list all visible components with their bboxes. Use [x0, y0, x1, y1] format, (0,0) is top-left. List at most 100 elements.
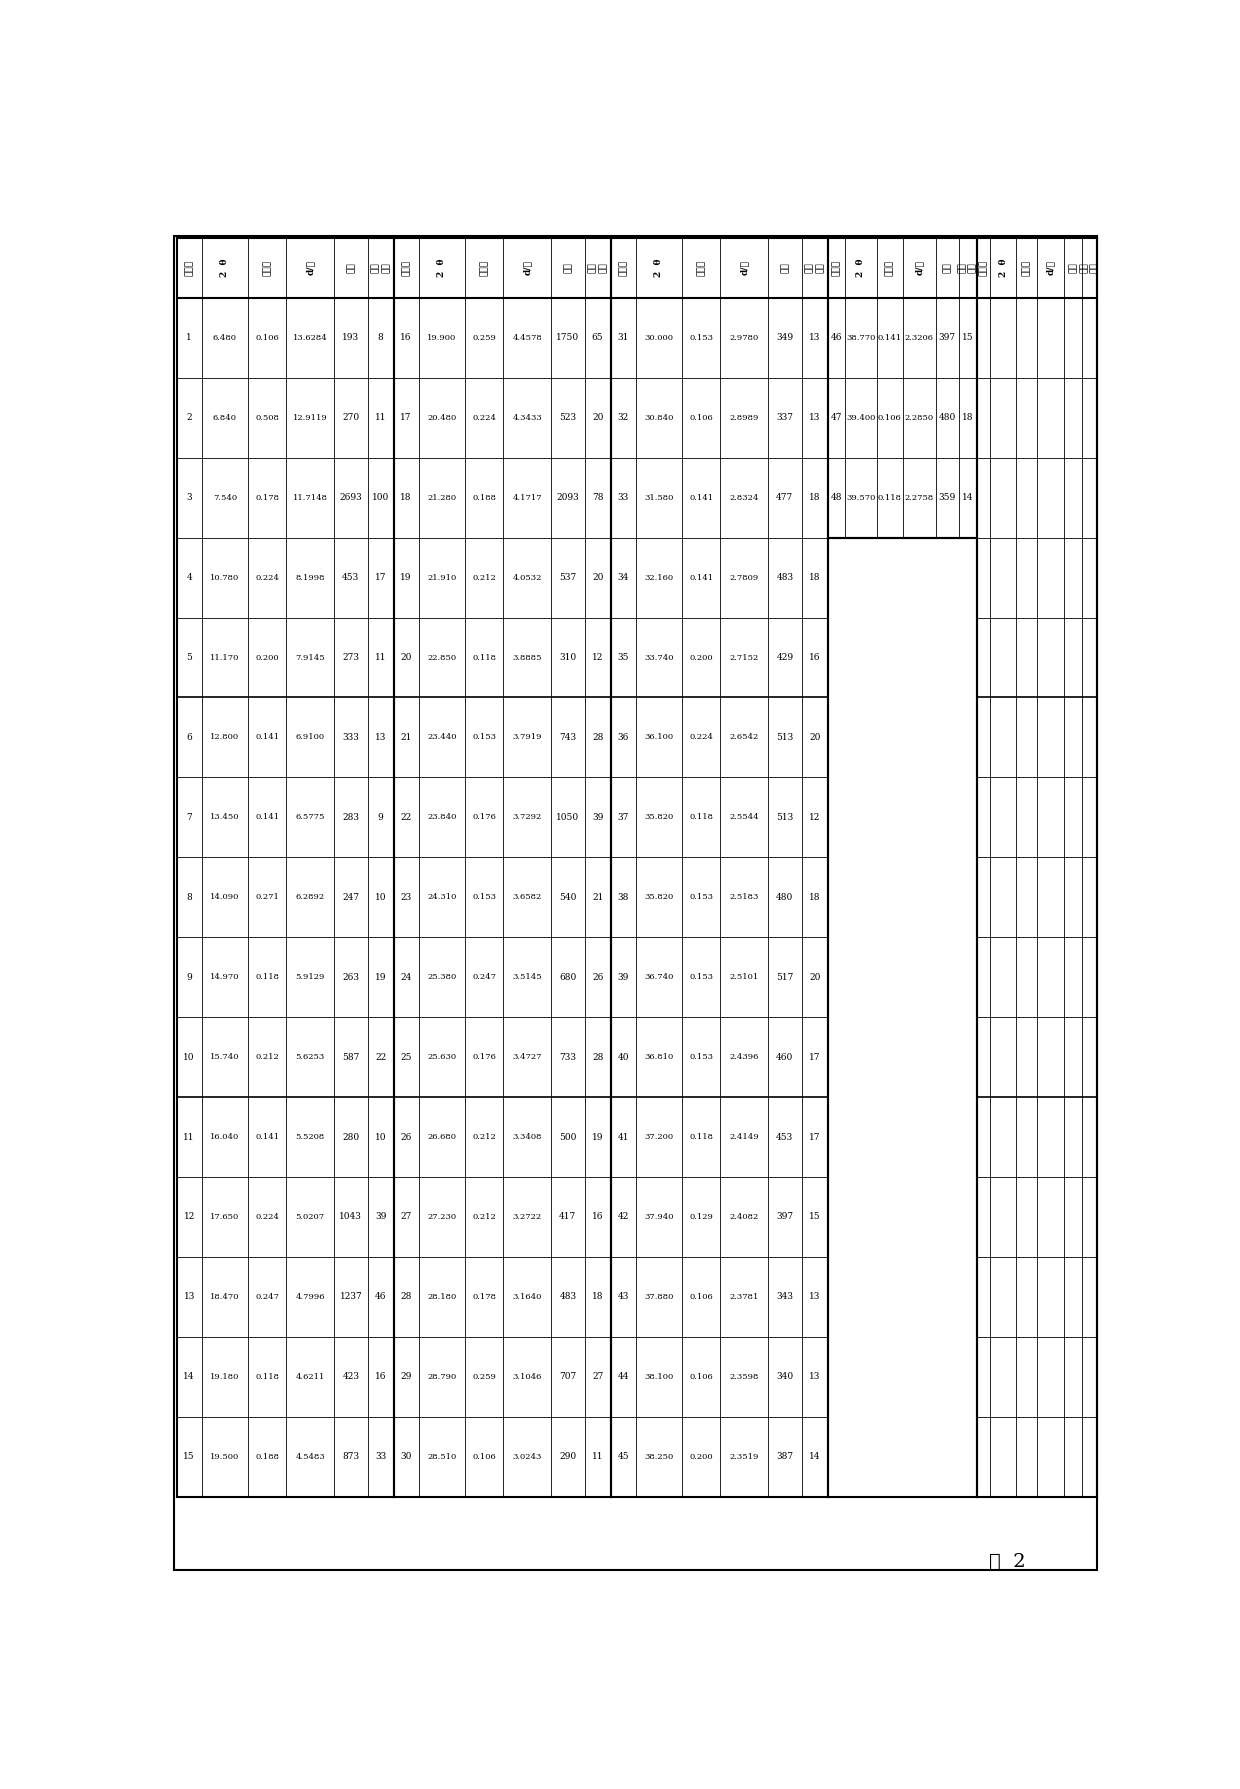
Text: 6: 6 [186, 733, 192, 742]
Text: 7: 7 [186, 812, 192, 821]
Text: 480: 480 [939, 413, 956, 422]
Text: 半宽度: 半宽度 [480, 259, 489, 276]
Text: 0.118: 0.118 [472, 653, 496, 662]
Text: 1750: 1750 [557, 333, 579, 342]
Text: 0.212: 0.212 [472, 1132, 496, 1141]
Text: 2093: 2093 [557, 494, 579, 503]
Text: 3.1046: 3.1046 [512, 1372, 542, 1381]
Text: 0.106: 0.106 [878, 413, 901, 422]
Text: 9: 9 [186, 973, 192, 982]
Text: 359: 359 [939, 494, 956, 503]
Text: 38.100: 38.100 [645, 1372, 673, 1381]
Text: 23: 23 [401, 893, 412, 902]
Text: 18: 18 [962, 413, 973, 422]
Text: 11: 11 [374, 653, 387, 662]
Text: 32: 32 [618, 413, 629, 422]
Text: 247: 247 [342, 893, 360, 902]
Text: d/值: d/值 [305, 261, 315, 276]
Text: 30: 30 [401, 1453, 412, 1462]
Text: 0.153: 0.153 [689, 973, 713, 980]
Text: 2.9780: 2.9780 [729, 335, 759, 342]
Text: 7.9145: 7.9145 [295, 653, 325, 662]
Text: 0.508: 0.508 [255, 413, 279, 422]
Text: 0.129: 0.129 [689, 1213, 713, 1220]
Text: 273: 273 [342, 653, 360, 662]
Text: 0.176: 0.176 [472, 1054, 496, 1061]
Text: 17: 17 [374, 572, 387, 581]
Text: 1: 1 [186, 333, 192, 342]
Text: 12.800: 12.800 [211, 733, 239, 741]
Text: d/值: d/值 [522, 261, 532, 276]
Text: 21.910: 21.910 [428, 574, 456, 581]
Text: 540: 540 [559, 893, 577, 902]
Text: 2: 2 [186, 413, 192, 422]
Text: 19.900: 19.900 [428, 335, 456, 342]
Text: d/值: d/值 [915, 261, 924, 276]
Text: 25.380: 25.380 [428, 973, 456, 980]
Text: 0.178: 0.178 [472, 1293, 496, 1301]
Text: 25.630: 25.630 [428, 1054, 456, 1061]
Text: 29: 29 [401, 1372, 412, 1381]
Text: 20: 20 [808, 733, 821, 742]
Text: 28: 28 [591, 733, 604, 742]
Text: 20.480: 20.480 [428, 413, 456, 422]
Text: 26.680: 26.680 [428, 1132, 456, 1141]
Text: 20: 20 [401, 653, 412, 662]
Text: 0.247: 0.247 [472, 973, 496, 980]
Text: 峰序号: 峰序号 [978, 259, 988, 276]
Text: 0.106: 0.106 [255, 335, 279, 342]
Text: 8: 8 [378, 333, 383, 342]
Text: 39.400: 39.400 [846, 413, 875, 422]
Text: 290: 290 [559, 1453, 577, 1462]
Text: 峰序号: 峰序号 [832, 259, 841, 276]
Text: 半宽度: 半宽度 [697, 259, 706, 276]
Text: 460: 460 [776, 1052, 794, 1061]
Text: 477: 477 [776, 494, 794, 503]
Text: 48: 48 [831, 494, 842, 503]
Text: 图  2: 图 2 [990, 1553, 1025, 1571]
Text: 33: 33 [618, 494, 629, 503]
Text: 18.470: 18.470 [211, 1293, 239, 1301]
Text: 16: 16 [808, 653, 821, 662]
Text: 36.810: 36.810 [645, 1054, 673, 1061]
Text: 0.200: 0.200 [689, 1453, 713, 1462]
Text: 28: 28 [591, 1052, 604, 1061]
Text: 2.5101: 2.5101 [729, 973, 759, 980]
Text: 19: 19 [374, 973, 387, 982]
Text: 33.740: 33.740 [645, 653, 673, 662]
Text: 8.1998: 8.1998 [295, 574, 325, 581]
Text: 0.106: 0.106 [689, 413, 713, 422]
Text: 3.8885: 3.8885 [512, 653, 542, 662]
Text: 6.2892: 6.2892 [295, 893, 325, 902]
Text: 13: 13 [808, 1292, 821, 1301]
Text: 27: 27 [401, 1213, 412, 1222]
Text: 483: 483 [559, 1292, 577, 1301]
Text: 37: 37 [618, 812, 629, 821]
Text: 2.2850: 2.2850 [905, 413, 934, 422]
Text: 2.4082: 2.4082 [729, 1213, 759, 1220]
Text: 峰序号: 峰序号 [619, 259, 627, 276]
Text: 18: 18 [401, 494, 412, 503]
Text: 193: 193 [342, 333, 360, 342]
Text: 10.780: 10.780 [211, 574, 239, 581]
Text: 263: 263 [342, 973, 360, 982]
Text: 3.7292: 3.7292 [512, 814, 542, 821]
Text: 19: 19 [591, 1132, 604, 1141]
Text: 2  θ: 2 θ [857, 259, 866, 277]
Text: 2.3598: 2.3598 [729, 1372, 759, 1381]
Text: 3.0243: 3.0243 [512, 1453, 542, 1462]
Text: 483: 483 [776, 572, 794, 581]
Text: 0.141: 0.141 [878, 335, 901, 342]
Text: 41: 41 [618, 1132, 629, 1141]
Text: 25: 25 [401, 1052, 412, 1061]
Text: 35.820: 35.820 [645, 893, 673, 902]
Text: 733: 733 [559, 1052, 577, 1061]
Text: 3.3408: 3.3408 [512, 1132, 542, 1141]
Text: 12.9119: 12.9119 [293, 413, 327, 422]
Text: 19.500: 19.500 [211, 1453, 239, 1462]
Text: 27.230: 27.230 [428, 1213, 456, 1220]
Text: 513: 513 [776, 733, 794, 742]
Text: 20: 20 [591, 413, 604, 422]
Text: 78: 78 [591, 494, 604, 503]
Text: 13: 13 [808, 333, 821, 342]
